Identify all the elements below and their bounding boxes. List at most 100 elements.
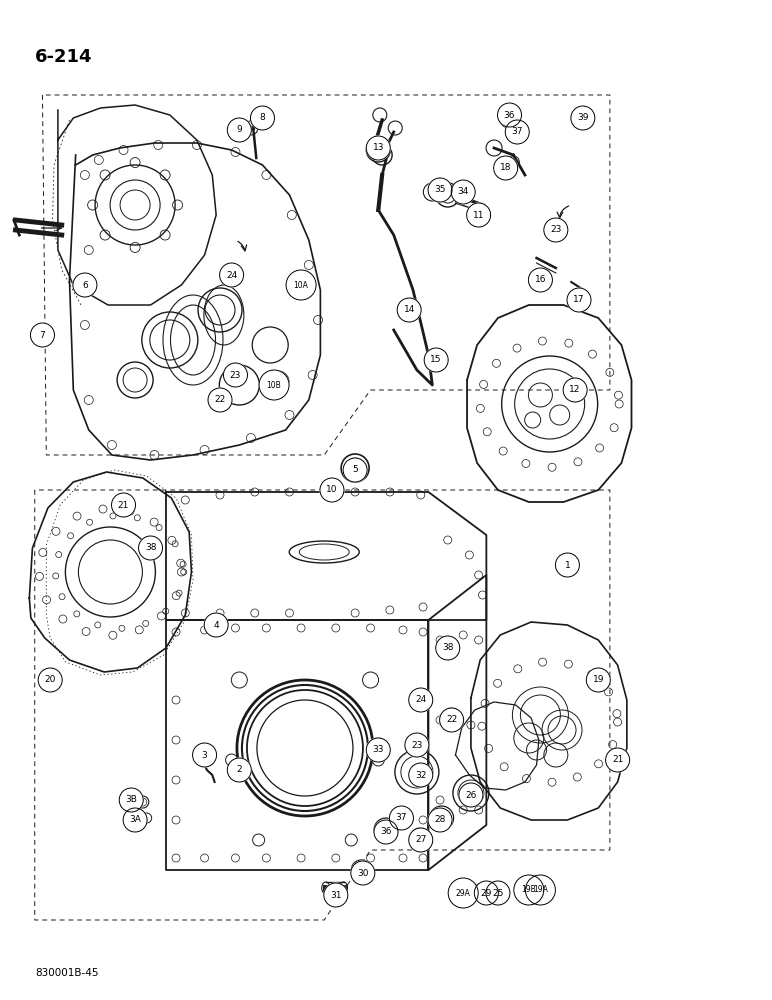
Text: 26: 26 [466, 790, 476, 800]
Text: 19A: 19A [533, 886, 548, 894]
Text: 24: 24 [226, 270, 237, 279]
Text: 36: 36 [381, 828, 391, 836]
Circle shape [397, 298, 422, 322]
Circle shape [528, 268, 553, 292]
Circle shape [286, 270, 316, 300]
Text: 38: 38 [145, 544, 156, 552]
Circle shape [323, 883, 348, 907]
Circle shape [428, 808, 452, 832]
Circle shape [451, 180, 476, 204]
Text: 38: 38 [442, 644, 453, 652]
Circle shape [424, 348, 449, 372]
Circle shape [449, 878, 478, 908]
Circle shape [119, 788, 144, 812]
Circle shape [366, 136, 391, 160]
Text: 6: 6 [82, 280, 88, 290]
Text: 10: 10 [327, 486, 337, 494]
Text: 6-214: 6-214 [35, 48, 93, 66]
Text: 23: 23 [230, 370, 241, 379]
Circle shape [493, 156, 518, 180]
Text: 1: 1 [564, 560, 571, 570]
Circle shape [320, 478, 344, 502]
Circle shape [466, 203, 491, 227]
Text: 28: 28 [435, 816, 445, 824]
Text: 3: 3 [201, 750, 208, 760]
Circle shape [526, 875, 555, 905]
Text: 19: 19 [593, 676, 604, 684]
Text: 37: 37 [396, 814, 407, 822]
Circle shape [138, 536, 163, 560]
Text: 10B: 10B [266, 380, 282, 389]
Text: 16: 16 [535, 275, 546, 284]
Circle shape [389, 806, 414, 830]
Circle shape [497, 103, 522, 127]
Text: 14: 14 [404, 306, 415, 314]
Circle shape [408, 688, 433, 712]
Circle shape [30, 323, 55, 347]
Text: 31: 31 [330, 890, 341, 900]
Circle shape [223, 363, 248, 387]
Circle shape [208, 388, 232, 412]
Circle shape [571, 106, 595, 130]
Circle shape [408, 828, 433, 852]
Circle shape [486, 881, 510, 905]
Text: 23: 23 [411, 740, 422, 750]
Text: 29: 29 [481, 888, 492, 898]
Text: 13: 13 [373, 143, 384, 152]
Text: 22: 22 [215, 395, 225, 404]
Text: 18: 18 [500, 163, 511, 172]
Text: 30: 30 [357, 868, 368, 878]
Text: 12: 12 [570, 385, 581, 394]
Text: 37: 37 [512, 127, 523, 136]
Text: 17: 17 [574, 296, 584, 304]
Text: 3B: 3B [125, 796, 137, 804]
Text: 3A: 3A [129, 816, 141, 824]
Circle shape [250, 106, 275, 130]
Text: 15: 15 [431, 356, 442, 364]
Circle shape [192, 743, 217, 767]
Circle shape [366, 738, 391, 762]
Circle shape [605, 748, 630, 772]
Text: 9: 9 [236, 125, 242, 134]
Circle shape [405, 733, 429, 757]
Circle shape [505, 120, 530, 144]
Circle shape [586, 668, 611, 692]
Text: 5: 5 [352, 466, 358, 475]
Circle shape [123, 808, 147, 832]
Circle shape [111, 493, 136, 517]
Circle shape [374, 820, 398, 844]
Text: 21: 21 [118, 500, 129, 510]
Text: 35: 35 [435, 186, 445, 194]
Text: 33: 33 [373, 746, 384, 754]
Circle shape [435, 636, 460, 660]
Text: 29A: 29A [455, 888, 471, 898]
Text: 24: 24 [415, 696, 426, 704]
Text: 10A: 10A [293, 280, 309, 290]
Text: 20: 20 [45, 676, 56, 684]
Circle shape [543, 218, 568, 242]
Circle shape [343, 458, 367, 482]
Circle shape [350, 861, 375, 885]
Text: 8: 8 [259, 113, 266, 122]
Circle shape [38, 668, 63, 692]
Circle shape [563, 378, 587, 402]
Text: 34: 34 [458, 188, 469, 196]
Circle shape [459, 783, 483, 807]
Text: 32: 32 [415, 770, 426, 780]
Text: 19B: 19B [521, 886, 537, 894]
Text: 7: 7 [39, 330, 46, 340]
Circle shape [259, 370, 289, 400]
Text: 2: 2 [236, 766, 242, 774]
Text: 4: 4 [213, 620, 219, 630]
Text: 27: 27 [415, 836, 426, 844]
Text: 25: 25 [493, 888, 503, 898]
Circle shape [73, 273, 97, 297]
Text: 23: 23 [550, 226, 561, 234]
Circle shape [227, 758, 252, 782]
Text: 22: 22 [446, 716, 457, 724]
Circle shape [408, 763, 433, 787]
Circle shape [219, 263, 244, 287]
Text: 830001B-45: 830001B-45 [35, 968, 99, 978]
Text: 36: 36 [504, 110, 515, 119]
Circle shape [567, 288, 591, 312]
